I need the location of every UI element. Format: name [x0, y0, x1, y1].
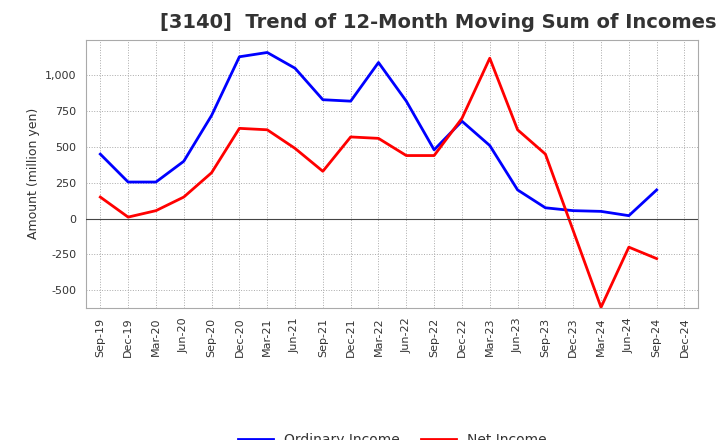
Ordinary Income	[318, 97, 327, 103]
Ordinary Income	[374, 60, 383, 65]
Net Income	[235, 126, 243, 131]
Ordinary Income	[291, 66, 300, 71]
Net Income	[124, 214, 132, 220]
Legend: Ordinary Income, Net Income: Ordinary Income, Net Income	[233, 428, 552, 440]
Ordinary Income	[597, 209, 606, 214]
Line: Ordinary Income: Ordinary Income	[100, 52, 657, 216]
Net Income	[152, 208, 161, 213]
Ordinary Income	[207, 113, 216, 118]
Net Income	[291, 146, 300, 151]
Net Income	[96, 194, 104, 200]
Net Income	[541, 151, 550, 157]
Ordinary Income	[263, 50, 271, 55]
Net Income	[402, 153, 410, 158]
Net Income	[430, 153, 438, 158]
Net Income	[207, 170, 216, 176]
Ordinary Income	[624, 213, 633, 218]
Ordinary Income	[152, 180, 161, 185]
Ordinary Income	[179, 159, 188, 164]
Net Income	[346, 134, 355, 139]
Line: Net Income: Net Income	[100, 58, 657, 307]
Net Income	[179, 194, 188, 200]
Net Income	[652, 256, 661, 261]
Ordinary Income	[458, 118, 467, 124]
Ordinary Income	[346, 99, 355, 104]
Text: [3140]  Trend of 12-Month Moving Sum of Incomes: [3140] Trend of 12-Month Moving Sum of I…	[160, 14, 716, 33]
Y-axis label: Amount (million yen): Amount (million yen)	[27, 108, 40, 239]
Net Income	[513, 127, 522, 132]
Ordinary Income	[485, 143, 494, 148]
Net Income	[458, 116, 467, 121]
Ordinary Income	[235, 54, 243, 59]
Net Income	[597, 304, 606, 310]
Ordinary Income	[513, 187, 522, 193]
Net Income	[624, 245, 633, 250]
Ordinary Income	[96, 151, 104, 157]
Ordinary Income	[430, 147, 438, 153]
Ordinary Income	[541, 205, 550, 210]
Ordinary Income	[124, 180, 132, 185]
Net Income	[374, 136, 383, 141]
Net Income	[318, 169, 327, 174]
Ordinary Income	[652, 187, 661, 193]
Net Income	[485, 55, 494, 61]
Ordinary Income	[402, 99, 410, 104]
Ordinary Income	[569, 208, 577, 213]
Net Income	[263, 127, 271, 132]
